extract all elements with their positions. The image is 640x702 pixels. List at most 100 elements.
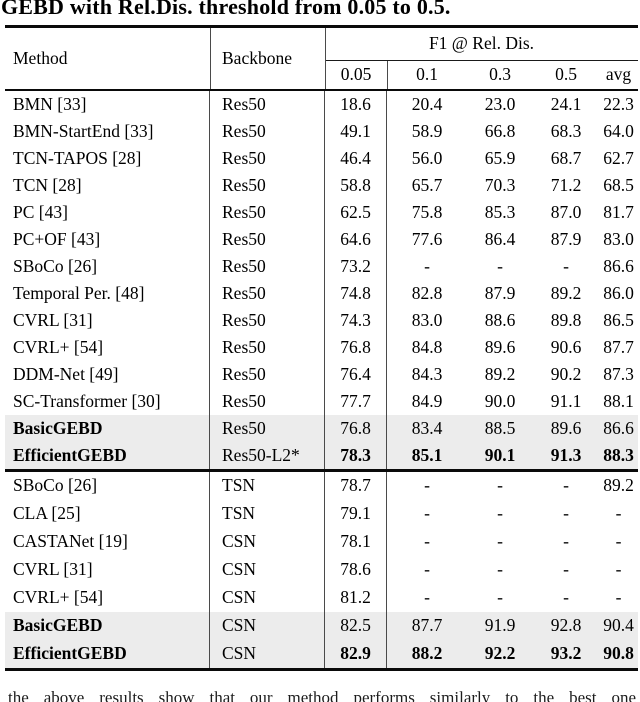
value-cell: -: [497, 531, 503, 551]
method-cell: CLA [25]: [5, 499, 210, 528]
value-cell: 65.9: [484, 148, 516, 168]
value-cell: 76.4: [325, 361, 387, 388]
value-cell: 91.1: [550, 391, 582, 411]
table-top-rule: [5, 25, 638, 28]
threshold-header-03: 0.3: [489, 64, 511, 84]
value-cell: 24.1: [550, 94, 582, 114]
value-cell: 49.1: [325, 118, 387, 145]
table-row: CLA [25] TSN 79.1 - - - -: [5, 499, 638, 528]
table-row: TCN-TAPOS [28] Res50 46.4 56.0 65.9 68.7…: [5, 145, 638, 172]
value-cell: -: [424, 256, 430, 276]
value-cell: 82.9: [325, 639, 387, 668]
value-cell: 87.3: [603, 364, 634, 384]
value-cell: 62.7: [603, 148, 634, 168]
backbone-cell: Res50: [210, 388, 325, 415]
method-cell: BMN [33]: [5, 91, 210, 118]
value-cell: 73.2: [325, 253, 387, 280]
value-cell: 90.4: [603, 615, 634, 635]
value-cell: 78.7: [325, 471, 387, 500]
value-cell: 78.6: [325, 555, 387, 584]
value-cell: 86.6: [603, 256, 634, 276]
value-cell: -: [424, 587, 430, 607]
value-cell: 22.3: [603, 94, 634, 114]
value-cell: 74.3: [325, 307, 387, 334]
value-cell: 58.8: [325, 172, 387, 199]
f1-header-underline: [325, 59, 638, 62]
f1-rel-dis-header: F1 @ Rel. Dis.: [428, 33, 535, 53]
value-cell: 68.5: [603, 175, 634, 195]
value-cell: 66.8: [484, 121, 516, 141]
backbone-cell: TSN: [210, 499, 325, 528]
table-body-res50-group: BMN [33] Res50 18.6 20.4 23.0 24.1 22.3 …: [5, 91, 638, 469]
method-cell: Temporal Per. [48]: [5, 280, 210, 307]
value-cell: 64.6: [325, 226, 387, 253]
value-cell: -: [563, 503, 569, 523]
method-cell: PC [43]: [5, 199, 210, 226]
backbone-cell: TSN: [210, 471, 325, 500]
value-cell: 81.7: [603, 202, 634, 222]
value-cell: 85.1: [411, 445, 443, 465]
value-cell: 88.6: [484, 310, 516, 330]
method-cell: CVRL [31]: [5, 555, 210, 584]
table-row: SC-Transformer [30] Res50 77.7 84.9 90.0…: [5, 388, 638, 415]
backbone-cell: Res50: [210, 226, 325, 253]
value-cell: 90.1: [484, 445, 516, 465]
method-cell: PC+OF [43]: [5, 226, 210, 253]
value-cell: 90.8: [603, 643, 634, 663]
method-cell: BMN-StartEnd [33]: [5, 118, 210, 145]
value-cell: 83.4: [411, 418, 443, 438]
value-cell: 88.5: [484, 418, 516, 438]
value-cell: 84.9: [411, 391, 443, 411]
backbone-cell: Res50: [210, 91, 325, 118]
avg-header: avg: [605, 64, 632, 84]
table-row: TCN [28] Res50 58.8 65.7 70.3 71.2 68.5: [5, 172, 638, 199]
table-row: CVRL+ [54] CSN 81.2 - - - -: [5, 583, 638, 612]
table-row: CVRL [31] CSN 78.6 - - - -: [5, 555, 638, 584]
method-cell: SBoCo [26]: [5, 253, 210, 280]
value-cell: 84.3: [411, 364, 443, 384]
threshold-header-005: 0.05: [340, 64, 372, 84]
value-cell: 88.2: [411, 643, 443, 663]
method-cell: CVRL [31]: [5, 307, 210, 334]
backbone-cell: Res50: [210, 253, 325, 280]
value-cell: 87.9: [484, 283, 516, 303]
table-row: PC+OF [43] Res50 64.6 77.6 86.4 87.9 83.…: [5, 226, 638, 253]
method-column-header: Method: [13, 47, 68, 68]
backbone-cell: Res50: [210, 199, 325, 226]
method-cell: SBoCo [26]: [5, 471, 210, 500]
method-cell: TCN-TAPOS [28]: [5, 145, 210, 172]
value-cell: 78.3: [325, 442, 387, 469]
table-row: SBoCo [26] TSN 78.7 - - - 89.2: [5, 471, 638, 500]
value-cell: 92.8: [550, 615, 582, 635]
value-cell: 71.2: [550, 175, 582, 195]
value-cell: -: [563, 256, 569, 276]
value-cell: -: [497, 503, 503, 523]
value-cell: 82.5: [325, 611, 387, 640]
value-cell: 91.9: [484, 615, 516, 635]
value-cell: 92.2: [484, 643, 516, 663]
value-cell: 58.9: [411, 121, 443, 141]
value-cell: -: [424, 475, 430, 495]
value-cell: 89.6: [550, 418, 582, 438]
backbone-cell: CSN: [210, 611, 325, 640]
value-cell: 89.2: [550, 283, 582, 303]
value-cell: 86.0: [603, 283, 634, 303]
backbone-cell: Res50: [210, 307, 325, 334]
value-cell: 81.2: [325, 583, 387, 612]
method-cell: EfficientGEBD: [5, 639, 210, 668]
value-cell: -: [615, 503, 622, 523]
table-row: BasicGEBD CSN 82.5 87.7 91.9 92.8 90.4: [5, 611, 638, 640]
clipped-body-text: the above results show that our method p…: [8, 689, 636, 702]
value-cell: -: [497, 256, 503, 276]
value-cell: -: [497, 587, 503, 607]
table-row: CVRL [31] Res50 74.3 83.0 88.6 89.8 86.5: [5, 307, 638, 334]
value-cell: 77.6: [411, 229, 443, 249]
value-cell: -: [563, 475, 569, 495]
backbone-cell: Res50: [210, 415, 325, 442]
value-cell: 90.0: [484, 391, 516, 411]
method-cell: CVRL+ [54]: [5, 583, 210, 612]
value-cell: 62.5: [325, 199, 387, 226]
value-cell: 87.7: [411, 615, 443, 635]
value-cell: 91.3: [550, 445, 582, 465]
